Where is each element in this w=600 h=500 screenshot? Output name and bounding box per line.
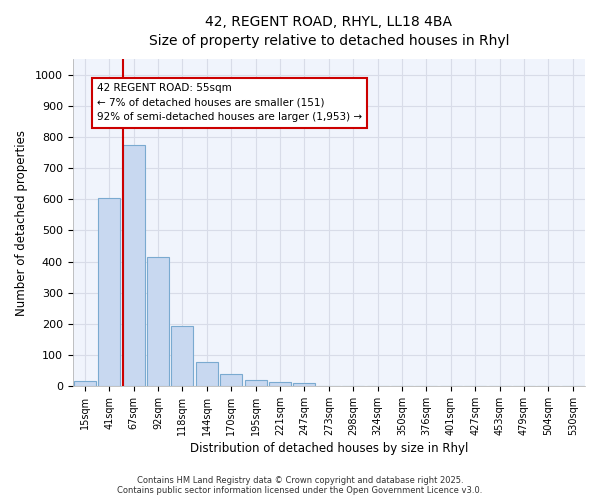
Bar <box>122 145 145 386</box>
X-axis label: Distribution of detached houses by size in Rhyl: Distribution of detached houses by size … <box>190 442 468 455</box>
Text: Contains HM Land Registry data © Crown copyright and database right 2025.
Contai: Contains HM Land Registry data © Crown c… <box>118 476 482 495</box>
Bar <box>172 326 193 386</box>
Y-axis label: Number of detached properties: Number of detached properties <box>15 130 28 316</box>
Bar <box>74 382 96 386</box>
Bar <box>269 382 291 386</box>
Text: 42 REGENT ROAD: 55sqm
← 7% of detached houses are smaller (151)
92% of semi-deta: 42 REGENT ROAD: 55sqm ← 7% of detached h… <box>97 82 362 122</box>
Bar <box>196 362 218 386</box>
Bar <box>147 257 169 386</box>
Title: 42, REGENT ROAD, RHYL, LL18 4BA
Size of property relative to detached houses in : 42, REGENT ROAD, RHYL, LL18 4BA Size of … <box>149 15 509 48</box>
Bar <box>293 383 316 386</box>
Bar <box>220 374 242 386</box>
Bar <box>98 198 120 386</box>
Bar <box>245 380 266 386</box>
